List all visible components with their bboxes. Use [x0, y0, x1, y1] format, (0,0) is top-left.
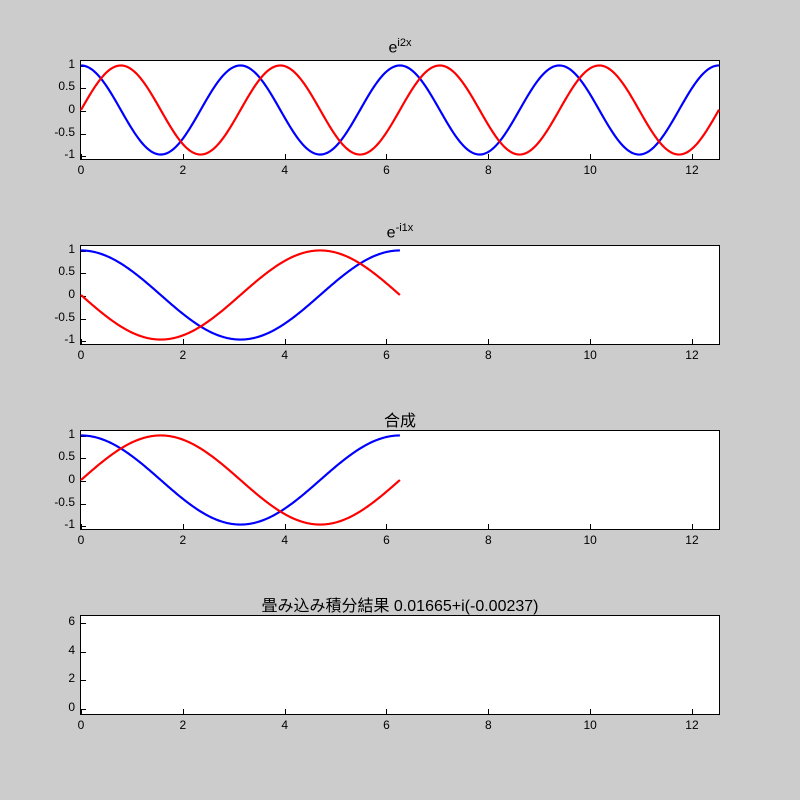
ytick-label: 4 — [68, 643, 81, 657]
ytick-label: 0 — [68, 287, 81, 301]
series-line — [81, 250, 400, 339]
subplot-2: e-i1x024681012-1-0.500.51 — [80, 245, 720, 345]
xtick-label: 2 — [179, 533, 186, 547]
xtick-label: 0 — [78, 348, 85, 362]
xtick-label: 4 — [281, 718, 288, 732]
xtick-label: 8 — [485, 163, 492, 177]
xtick-label: 6 — [383, 533, 390, 547]
ytick-label: 0 — [68, 472, 81, 486]
ytick-label: 0.5 — [58, 79, 81, 93]
xtick-label: 10 — [583, 533, 596, 547]
plot-svg-3 — [81, 431, 719, 529]
series-line — [81, 435, 400, 524]
ytick-label: -1 — [64, 517, 81, 531]
xtick-label: 4 — [281, 348, 288, 362]
xtick-label: 8 — [485, 718, 492, 732]
ytick-label: 0.5 — [58, 264, 81, 278]
xtick-label: 12 — [685, 348, 698, 362]
xtick-label: 6 — [383, 718, 390, 732]
plot-svg-1 — [81, 61, 719, 159]
xtick-label: 4 — [281, 533, 288, 547]
xtick-label: 2 — [179, 348, 186, 362]
xtick-label: 4 — [281, 163, 288, 177]
figure-canvas: ei2x024681012-1-0.500.51e-i1x024681012-1… — [0, 0, 800, 800]
xtick-label: 2 — [179, 718, 186, 732]
subplot-4: 畳み込み積分結果 0.01665+i(-0.00237)024681012024… — [80, 615, 720, 715]
xtick-label: 0 — [78, 718, 85, 732]
xtick-label: 2 — [179, 163, 186, 177]
series-line — [81, 65, 719, 154]
xtick-label: 12 — [685, 163, 698, 177]
ytick-label: 0 — [68, 700, 81, 714]
xtick-label: 12 — [685, 533, 698, 547]
xtick-label: 12 — [685, 718, 698, 732]
ytick-label: 1 — [68, 57, 81, 71]
ytick-label: 1 — [68, 242, 81, 256]
plot-svg-2 — [81, 246, 719, 344]
subplot-3: 合成024681012-1-0.500.51 — [80, 430, 720, 530]
ytick-label: -0.5 — [54, 125, 81, 139]
ytick-label: 6 — [68, 614, 81, 628]
subplot-title-1: ei2x — [81, 37, 719, 57]
subplot-title-2: e-i1x — [81, 222, 719, 242]
xtick-label: 8 — [485, 533, 492, 547]
ytick-label: 1 — [68, 427, 81, 441]
xtick-label: 0 — [78, 533, 85, 547]
ytick-label: -0.5 — [54, 495, 81, 509]
xtick-label: 10 — [583, 718, 596, 732]
ytick-label: -0.5 — [54, 310, 81, 324]
subplot-title-4: 畳み込み積分結果 0.01665+i(-0.00237) — [81, 592, 719, 616]
ytick-label: 0 — [68, 102, 81, 116]
xtick-label: 6 — [383, 163, 390, 177]
ytick-label: 2 — [68, 671, 81, 685]
ytick-label: -1 — [64, 332, 81, 346]
subplot-title-3: 合成 — [81, 407, 719, 431]
xtick-label: 10 — [583, 163, 596, 177]
xtick-label: 6 — [383, 348, 390, 362]
subplot-1: ei2x024681012-1-0.500.51 — [80, 60, 720, 160]
xtick-label: 8 — [485, 348, 492, 362]
plot-svg-4 — [81, 616, 719, 714]
xtick-label: 0 — [78, 163, 85, 177]
xtick-label: 10 — [583, 348, 596, 362]
ytick-label: 0.5 — [58, 449, 81, 463]
ytick-label: -1 — [64, 147, 81, 161]
